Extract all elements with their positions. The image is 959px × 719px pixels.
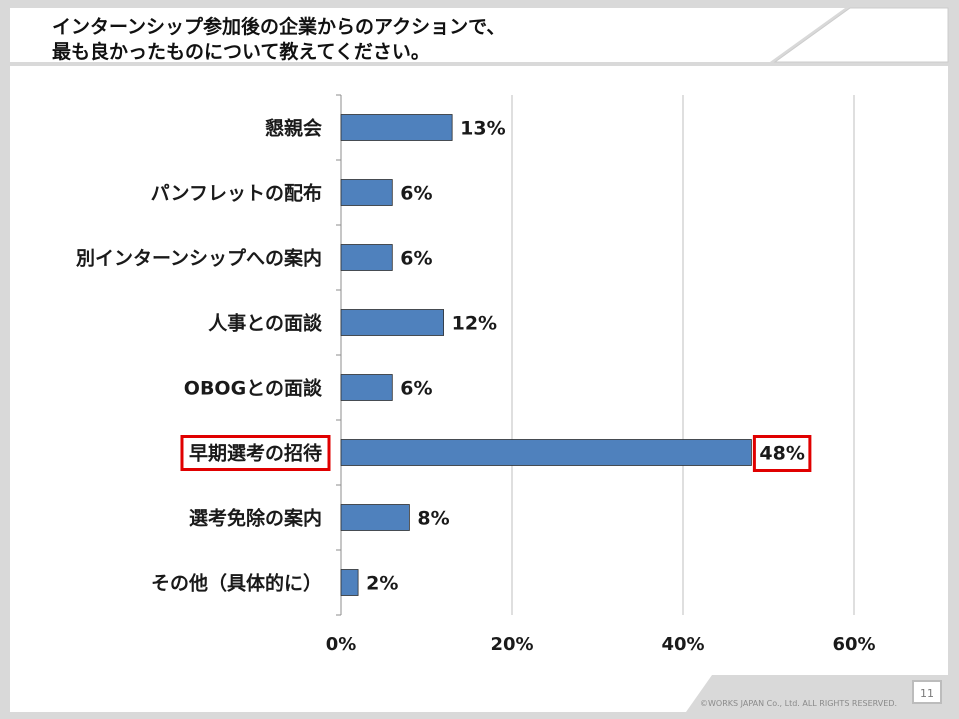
value-label: 6% [400,183,432,205]
x-tick-label: 60% [832,634,875,655]
bar [340,244,393,271]
category-label: OBOGとの面談 [184,377,323,400]
x-tick-label: 40% [661,634,704,655]
bar [340,309,444,336]
slide-title-line-2: 最も良かったものについて教えてください。 [52,41,430,63]
category-label: 早期選考の招待 [189,442,322,465]
category-label: 懇親会 [265,117,322,140]
content-panel [10,66,948,712]
value-label: 12% [452,313,497,335]
bar [340,179,393,206]
category-label: パンフレットの配布 [151,182,322,205]
x-tick-label: 20% [490,634,533,655]
x-tick-label: 0% [326,634,357,655]
value-label: 48% [759,443,804,465]
value-label: 6% [400,248,432,270]
bar [340,114,453,141]
title-panel-accent [773,7,949,63]
bar [340,374,393,401]
title-panel [10,8,845,62]
page-number: 11 [912,680,942,704]
highlight-box-value [752,435,812,472]
value-label: 6% [400,378,432,400]
value-label: 2% [366,573,398,595]
slide-title-line-1: インターンシップ参加後の企業からのアクションで、 [52,16,506,38]
bar [340,439,752,466]
bar [340,504,410,531]
category-label: その他（具体的に） [151,572,322,595]
value-label: 13% [460,118,505,140]
copyright-text: ©WORKS JAPAN Co., Ltd. ALL RIGHTS RESERV… [700,699,898,708]
category-label: 選考免除の案内 [189,507,322,530]
highlight-box-category [180,435,331,471]
value-label: 8% [417,508,449,530]
category-label: 人事との面談 [208,312,323,335]
category-label: 別インターンシップへの案内 [76,247,322,270]
bar [340,569,359,596]
